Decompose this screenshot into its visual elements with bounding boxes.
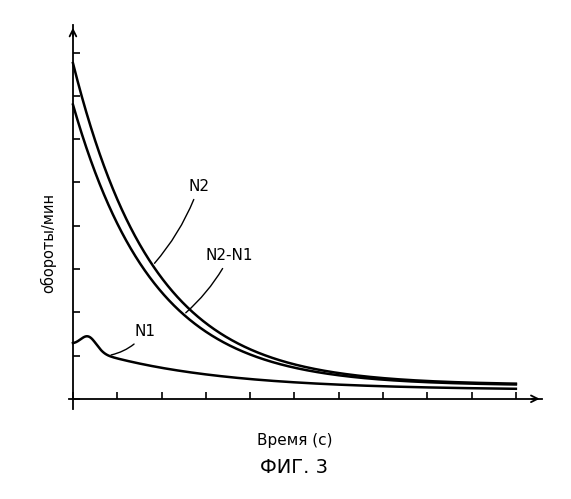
Text: Время (с): Время (с) — [256, 434, 332, 449]
Text: N2-N1: N2-N1 — [186, 249, 254, 313]
Text: N1: N1 — [111, 324, 156, 355]
Text: ФИГ. 3: ФИГ. 3 — [260, 458, 328, 477]
Text: обороты/мин: обороты/мин — [41, 193, 57, 293]
Text: N2: N2 — [155, 179, 209, 263]
